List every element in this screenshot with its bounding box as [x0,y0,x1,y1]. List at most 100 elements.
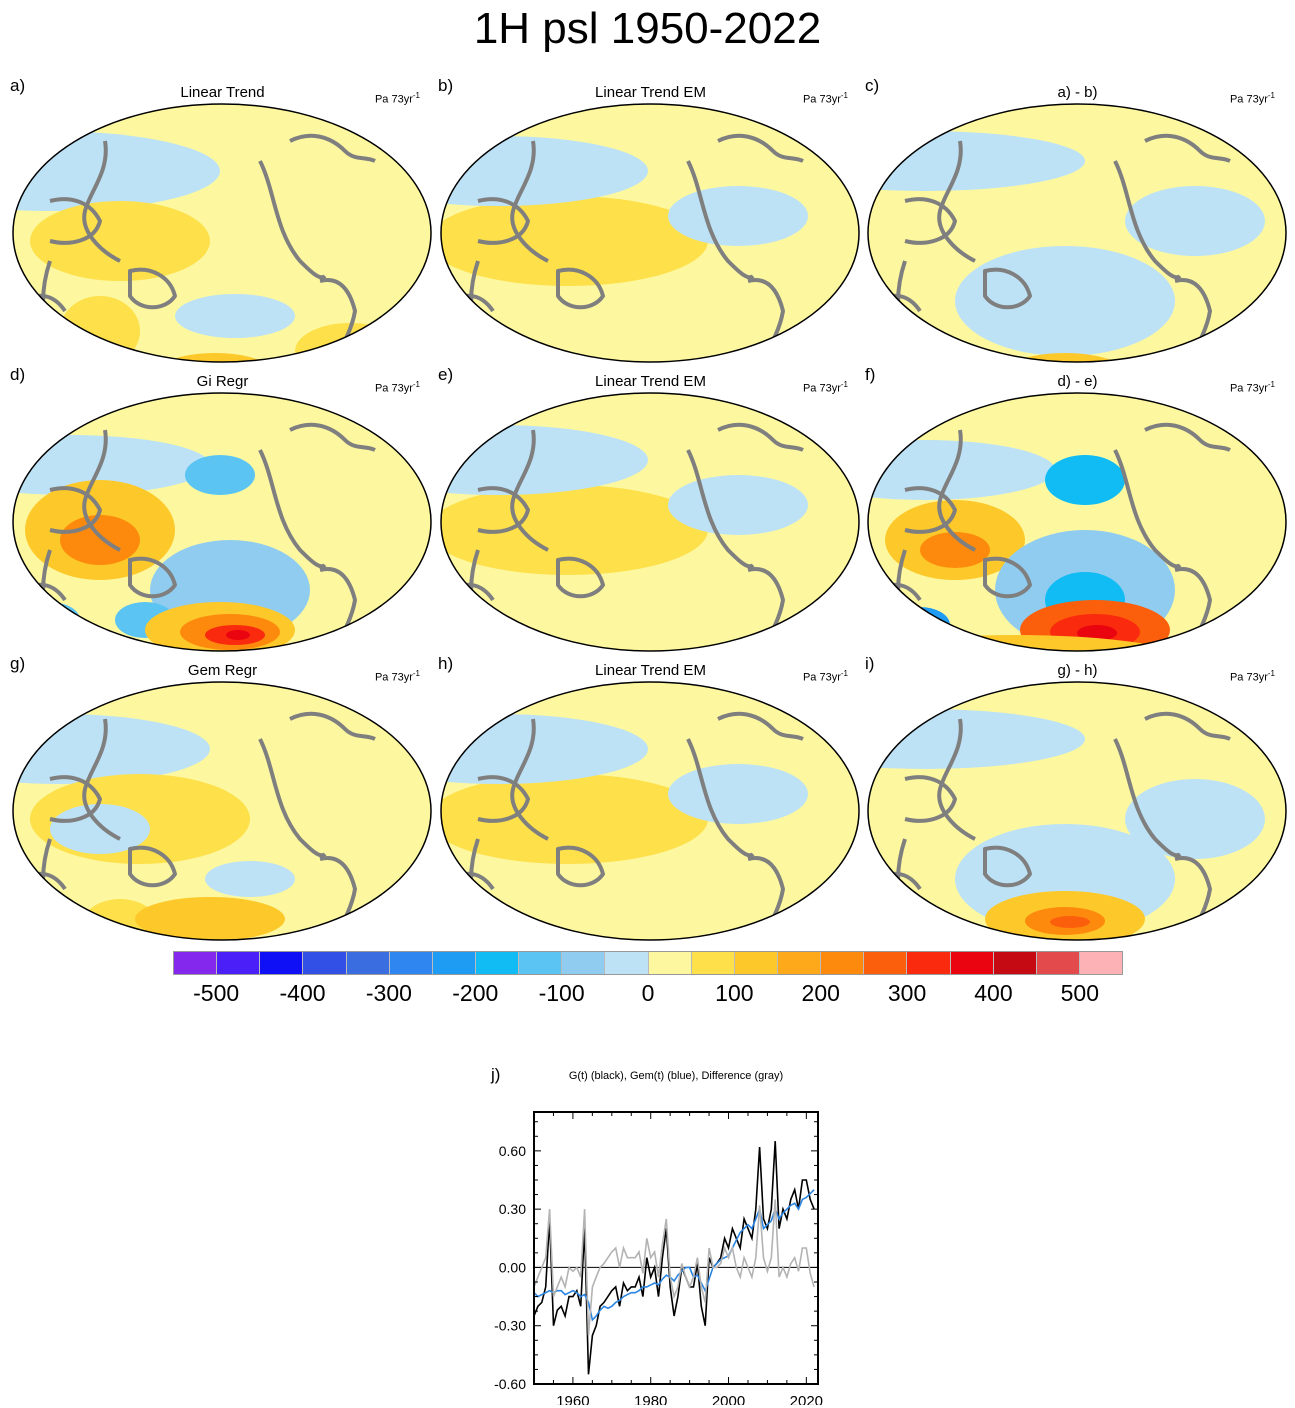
colorbar [173,951,1123,975]
colorbar-swatch [950,952,994,974]
coastline [1113,738,1182,858]
panel-units: Pa 73yr-1 [1229,380,1275,395]
panel-units: Pa 73yr-1 [374,380,420,395]
map-panel: h) Linear Trend EM Pa 73yr-1 [438,654,863,944]
colorbar-swatch [519,952,563,974]
coastline [746,856,785,940]
colorbar-swatch [907,952,951,974]
colorbar-tick-label: 0 [641,980,655,1006]
coastline [318,856,357,940]
panel-units: Pa 73yr-1 [1229,91,1275,106]
colorbar-swatch [260,952,304,974]
map-plot [440,681,860,941]
panel-title: Linear Trend EM [595,662,706,679]
anomaly-region [226,630,250,640]
colorbar-swatch [174,952,218,974]
anomaly-region [668,764,808,824]
map-border [440,103,860,363]
series-line [533,1141,815,1375]
x-tick-label: 1960 [556,1393,589,1405]
coastline [686,160,755,280]
panel-title: g) - h) [1057,662,1098,679]
map-border [440,392,860,652]
series-line [533,1199,815,1336]
coastline [258,160,327,280]
colorbar-swatch [217,952,261,974]
colorbar-swatch [691,952,735,974]
colorbar-tick-label: -200 [452,980,499,1006]
coastline [556,845,605,888]
coastline [318,567,357,651]
panel-letter: e) [438,365,454,384]
colorbar-swatch [605,952,649,974]
panel-title: Linear Trend EM [595,373,706,390]
coastline [717,422,804,452]
coastline [82,429,121,552]
coastline [128,845,177,888]
map-panel: g) Gem Regr Pa 73yr-1 [10,654,435,944]
y-tick-label: 0.00 [499,1259,526,1275]
anomaly-region [20,602,80,638]
coastline [1113,449,1182,569]
colorbar-tick-label: -100 [538,980,585,1006]
y-tick-label: 0.60 [499,1143,526,1159]
coastline [49,775,102,823]
anomaly-region [1125,779,1265,859]
y-tick-label: -0.60 [494,1376,526,1392]
anomaly-region [890,607,950,643]
y-tick-label: -0.30 [494,1318,526,1334]
coastline [82,140,121,263]
colorbar-tick-label: -500 [193,980,240,1006]
anomaly-region [13,714,210,784]
panel-units: Pa 73yr-1 [374,91,420,106]
colorbar-swatch [1036,952,1080,974]
panel-title: Gem Regr [187,662,258,679]
colorbar-swatch [432,952,476,974]
anomaly-region [1125,186,1265,256]
map-border [867,681,1287,941]
colorbar-swatch [993,952,1037,974]
map-plot [867,681,1287,941]
colorbar-swatch [864,952,908,974]
coastline [477,486,530,534]
colorbar-swatch [303,952,347,974]
coastline [318,278,357,362]
colorbar-swatch [346,952,390,974]
coastline [1173,567,1212,651]
coastline [510,718,549,841]
coastline [128,267,177,310]
panel-title: Gi Regr [196,373,249,390]
anomaly-region [441,714,648,784]
panel-units: Pa 73yr-1 [1229,669,1275,684]
anomaly-region [868,440,1055,500]
coastline [937,718,976,841]
panel-letter: i) [865,654,875,673]
anomaly-region [175,294,295,338]
anomaly-region [441,136,648,206]
coastline [556,556,605,599]
coastline [1144,422,1231,452]
panel-units: Pa 73yr-1 [374,669,420,684]
map-panel: d) Gi Regr Pa 73yr-1 [10,365,435,655]
panel-letter: d) [10,365,26,384]
panel-title: Linear Trend [180,84,265,101]
colorbar-tick-label: 400 [974,980,1013,1006]
colorbar-swatch [648,952,692,974]
map-plot [440,103,860,363]
map-panel: b) Linear Trend EM Pa 73yr-1 [438,76,863,366]
coastline [289,711,376,741]
map-panel: i) g) - h) Pa 73yr-1 [865,654,1290,944]
coastline [983,845,1032,888]
coastline [1113,160,1182,280]
coastline [1173,856,1212,940]
anomaly-region [868,709,1085,769]
map-border [867,103,1287,363]
coastline [289,422,376,452]
panel-letter: g) [10,654,26,673]
coastline [289,133,376,163]
anomaly-region [441,485,708,575]
plot-frame [533,1111,819,1385]
map-panel: f) d) - e) Pa 73yr-1 [865,365,1290,655]
anomaly-region [185,455,255,495]
map-plot [867,103,1287,363]
